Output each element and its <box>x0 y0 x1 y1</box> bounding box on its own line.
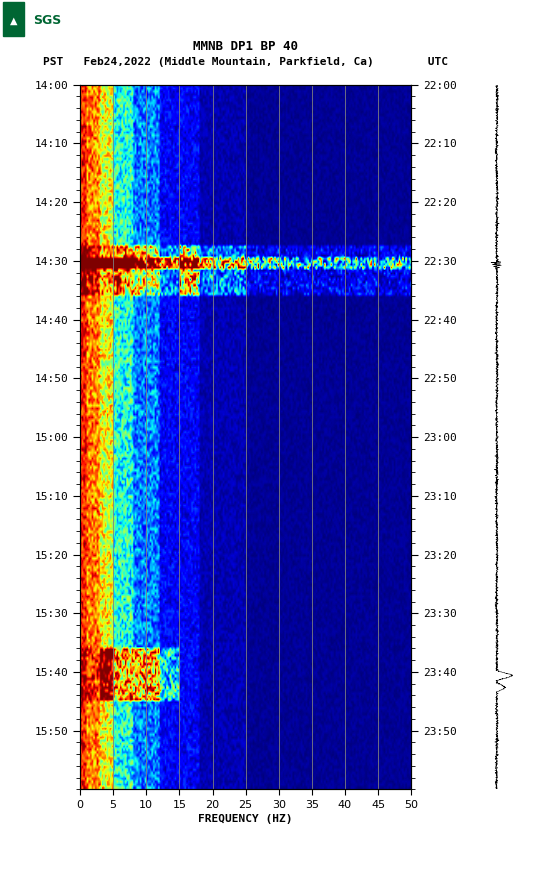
Text: SGS: SGS <box>33 14 61 27</box>
Bar <box>3 2 24 36</box>
Text: ▲: ▲ <box>9 15 17 26</box>
Text: MMNB DP1 BP 40: MMNB DP1 BP 40 <box>193 40 298 53</box>
Text: PST   Feb24,2022 (Middle Mountain, Parkfield, Ca)        UTC: PST Feb24,2022 (Middle Mountain, Parkfie… <box>43 57 448 68</box>
X-axis label: FREQUENCY (HZ): FREQUENCY (HZ) <box>198 814 293 824</box>
